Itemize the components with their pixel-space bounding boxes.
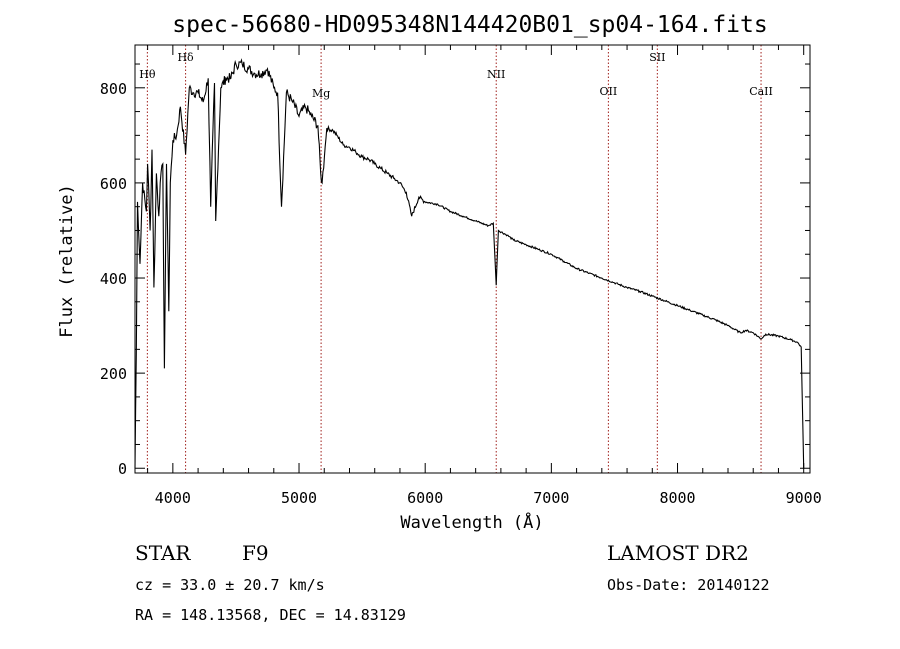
line-marker-label: SII [649, 51, 665, 64]
x-tick-label: 4000 [155, 489, 191, 507]
spectrum-line [134, 58, 805, 469]
y-tick-label: 0 [118, 460, 127, 478]
x-tick-label: 9000 [786, 489, 822, 507]
x-axis: 4000 5000 6000 7000 8000 9000 [147, 45, 822, 507]
line-marker-label: NII [487, 68, 505, 81]
line-markers: Hθ Hδ Mg NII OII SII CaII [139, 45, 773, 473]
line-marker-label: Mg [312, 87, 330, 100]
y-tick-label: 400 [100, 270, 127, 288]
line-marker-label: Hδ [177, 51, 194, 64]
y-tick-label: 600 [100, 175, 127, 193]
line-marker-label: OII [600, 85, 618, 98]
y-tick-label: 200 [100, 365, 127, 383]
x-tick-label: 8000 [659, 489, 695, 507]
ra-dec: RA = 148.13568, DEC = 14.83129 [135, 606, 406, 624]
x-tick-label: 5000 [281, 489, 317, 507]
object-type: STAR [135, 541, 191, 565]
chart-title: spec-56680-HD095348N144420B01_sp04-164.f… [172, 12, 767, 38]
x-tick-label: 7000 [533, 489, 569, 507]
x-tick-label: 6000 [407, 489, 443, 507]
x-axis-label: Wavelength (Å) [400, 511, 543, 533]
obs-date: Obs-Date: 20140122 [607, 576, 770, 594]
survey-name: LAMOST DR2 [607, 541, 749, 565]
line-marker-label: CaII [749, 85, 773, 98]
plot-frame [134, 44, 811, 474]
y-axis-label: Flux (relative) [57, 184, 77, 338]
y-axis: 0 200 400 600 800 [100, 63, 810, 478]
y-tick-label: 800 [100, 80, 127, 98]
line-marker-label: Hθ [139, 68, 156, 81]
spectral-subclass: F9 [242, 541, 269, 565]
redshift-velocity: cz = 33.0 ± 20.7 km/s [135, 576, 325, 594]
